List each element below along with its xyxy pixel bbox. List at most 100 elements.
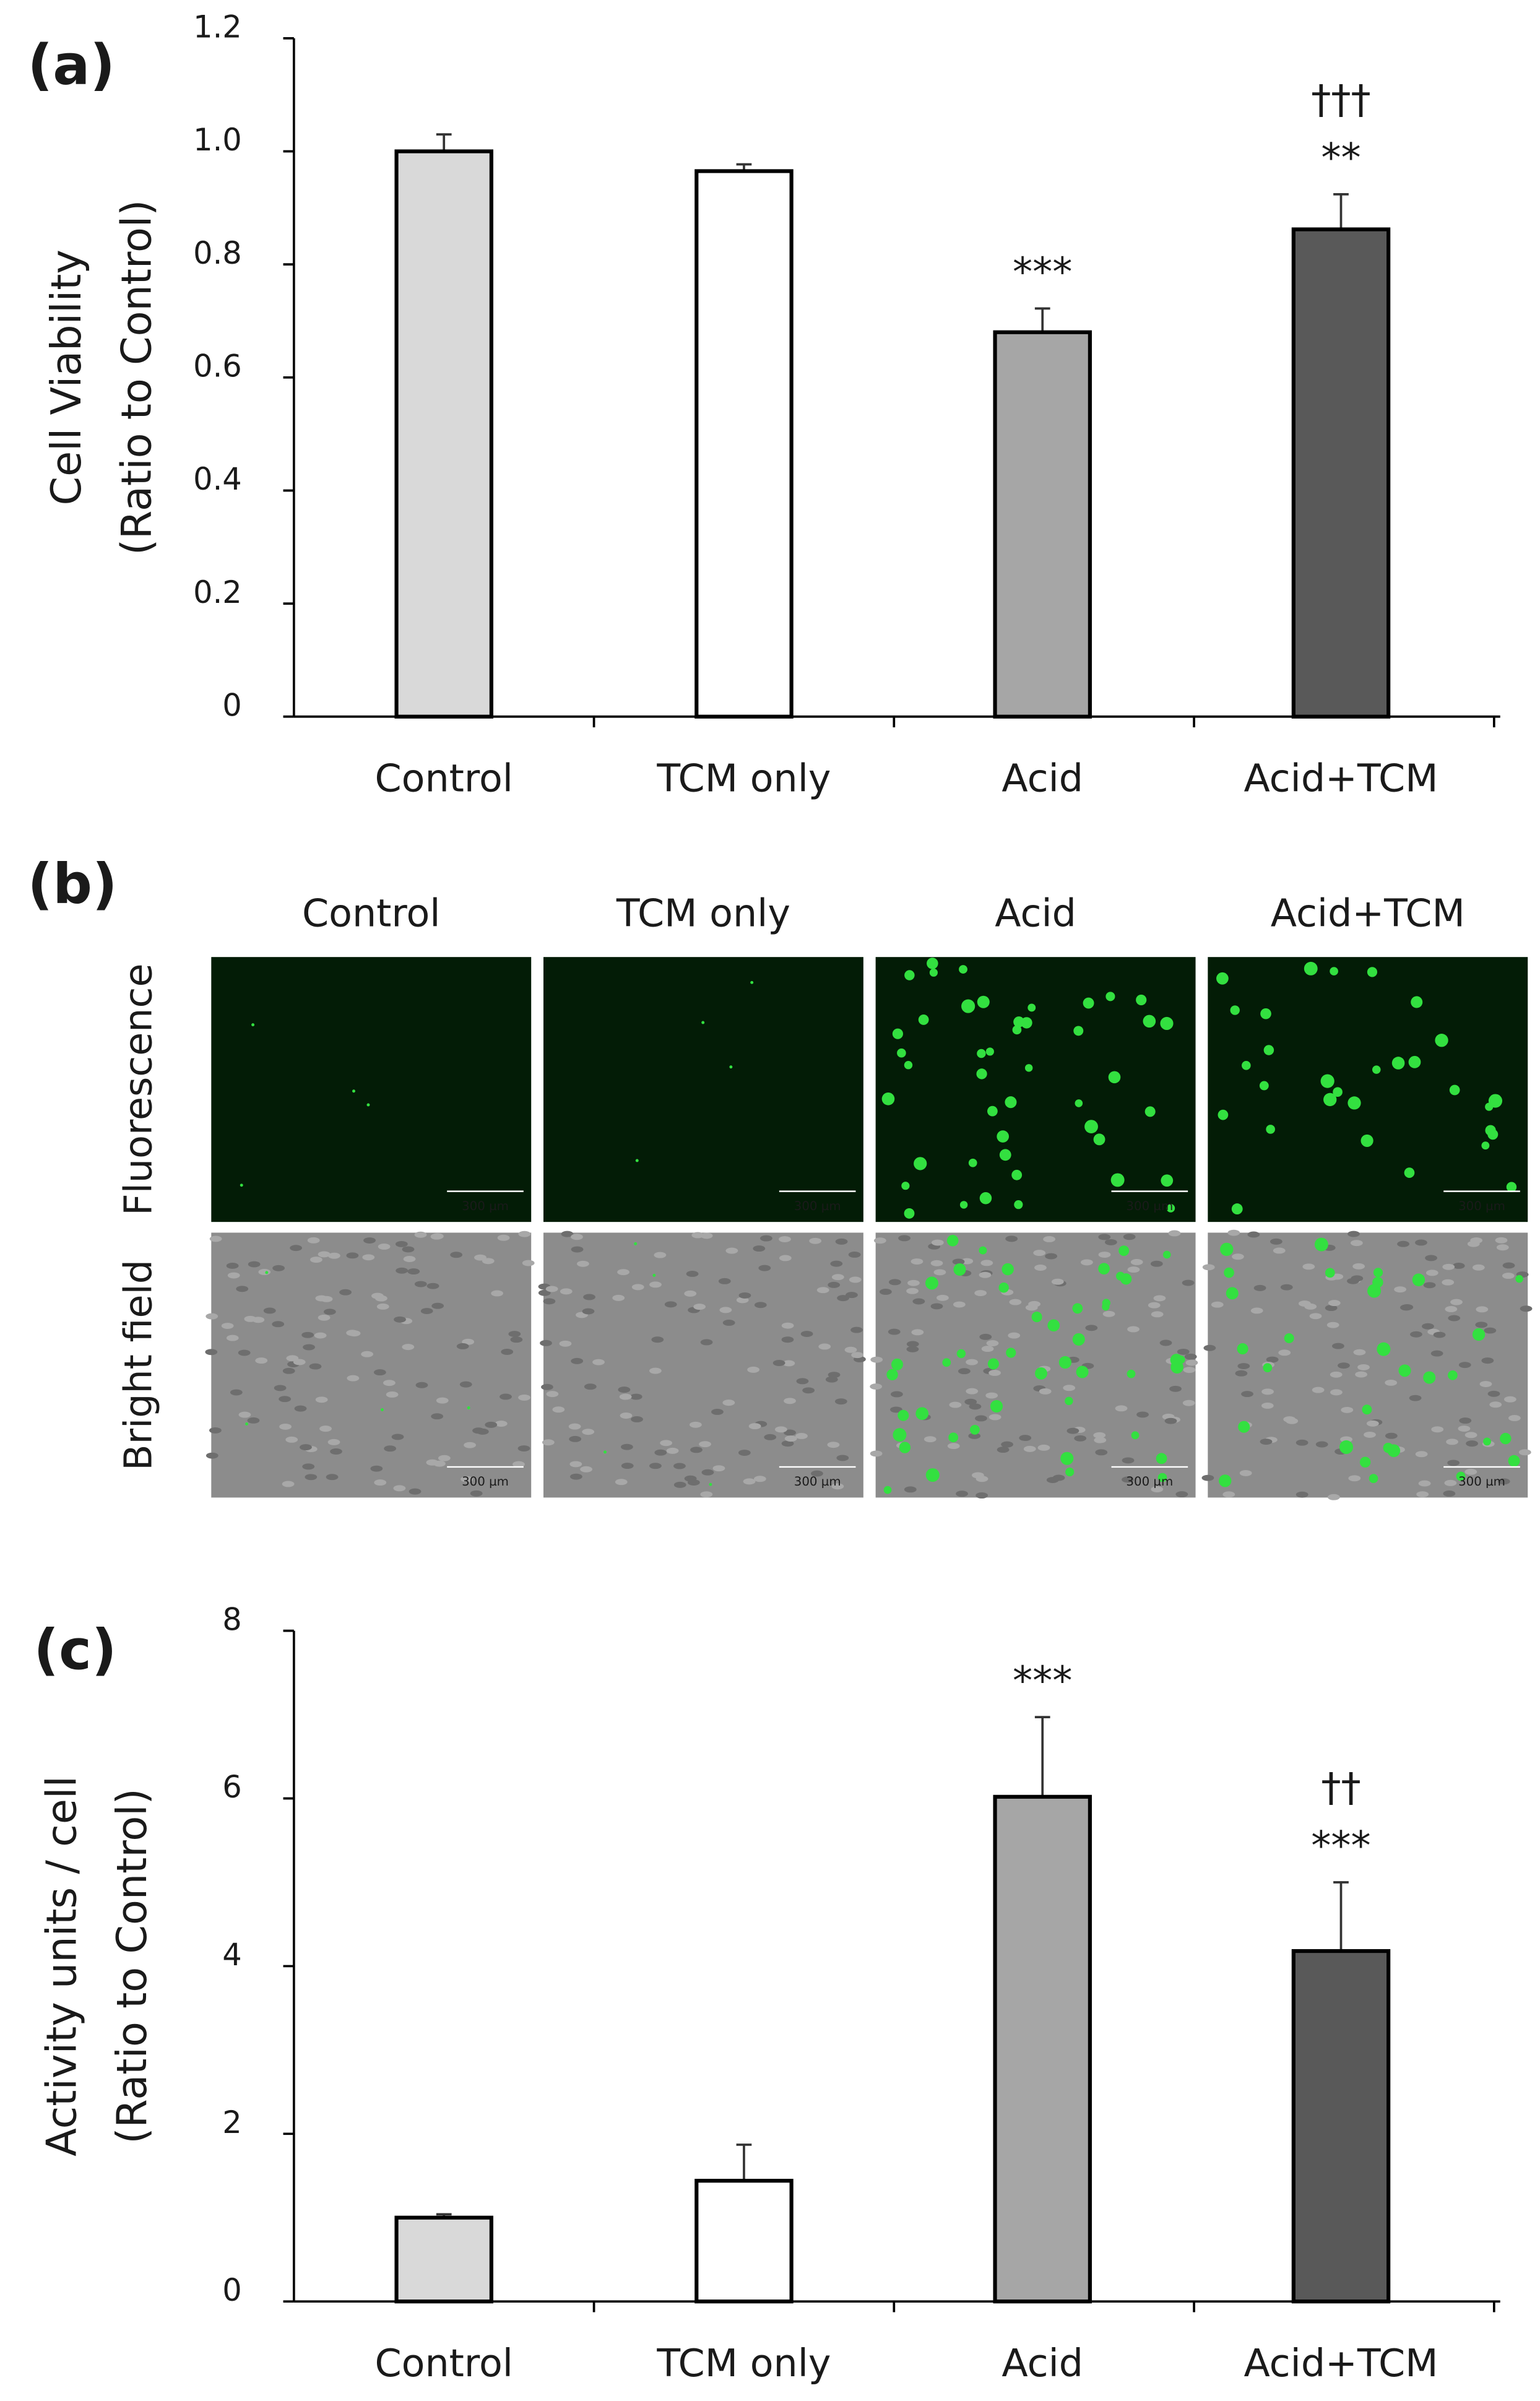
- cell: [1130, 1258, 1143, 1265]
- cell: [1278, 1349, 1291, 1356]
- cell: [911, 1258, 924, 1265]
- cell: [953, 1301, 966, 1308]
- cell: [495, 1421, 508, 1427]
- cell: [975, 1476, 988, 1482]
- cell: [1481, 1357, 1494, 1364]
- micrograph: [543, 957, 863, 1222]
- micrograph: [211, 1232, 532, 1498]
- fluorescent-cell: [990, 1400, 1003, 1413]
- cell: [1008, 1332, 1021, 1339]
- cell: [654, 1449, 667, 1456]
- fluorescent-cell: [1060, 1451, 1074, 1465]
- cell: [323, 1309, 336, 1315]
- cell: [580, 1466, 592, 1473]
- cell: [827, 1442, 840, 1448]
- cell: [1123, 1234, 1136, 1240]
- fluorescent-cell: [1012, 1025, 1022, 1035]
- cell: [247, 1417, 260, 1424]
- scale-bar-label: 300 µm: [1126, 1474, 1173, 1489]
- cell: [1443, 1490, 1456, 1497]
- cell: [1045, 1253, 1058, 1260]
- cell: [1348, 1475, 1361, 1482]
- cell: [1159, 1339, 1172, 1346]
- cell: [320, 1296, 333, 1302]
- fluorescent-cell: [1226, 1287, 1239, 1300]
- fluorescent-cell: [1408, 1055, 1421, 1068]
- fluorescent-cell: [953, 1263, 966, 1276]
- cell: [491, 1290, 504, 1297]
- fluorescent-cell: [1035, 1367, 1047, 1380]
- cell: [248, 1261, 261, 1268]
- cell: [1201, 1474, 1214, 1481]
- cell: [361, 1351, 374, 1357]
- fluorescent-cell: [977, 1049, 986, 1058]
- cell: [559, 1340, 572, 1347]
- cell: [1260, 1438, 1273, 1445]
- cell: [314, 1332, 327, 1339]
- fluorescent-cell: [1118, 1245, 1130, 1257]
- cell: [571, 1234, 583, 1240]
- cell: [985, 1392, 998, 1399]
- cell: [836, 1455, 849, 1461]
- y-axis-label: Cell Viability: [42, 249, 90, 505]
- cell: [327, 1438, 340, 1445]
- fluorescent-cell: [1481, 1141, 1490, 1150]
- fluorescent-cell: [1377, 1342, 1391, 1356]
- cell: [781, 1440, 794, 1447]
- cell: [1350, 1240, 1363, 1247]
- fluorescent-cell: [1076, 1365, 1089, 1378]
- cell: [309, 1363, 322, 1370]
- cell: [986, 1340, 999, 1347]
- fluorescent-cell: [959, 1201, 968, 1209]
- scale-bar-label: 300 µm: [794, 1199, 841, 1213]
- cell: [1484, 1327, 1497, 1334]
- cell: [1489, 1401, 1502, 1408]
- cell: [1253, 1284, 1266, 1291]
- cell: [307, 1237, 320, 1244]
- fluorescent-cell: [1263, 1363, 1273, 1373]
- cell: [285, 1436, 298, 1443]
- column-title: TCM only: [616, 891, 790, 935]
- cell: [272, 1321, 285, 1328]
- cell: [1340, 1436, 1352, 1443]
- cell: [1472, 1264, 1485, 1271]
- cell: [1266, 1356, 1279, 1363]
- fluorescent-cell: [1170, 1361, 1183, 1374]
- cell: [396, 1267, 409, 1274]
- fluorescent-cell: [893, 1428, 907, 1442]
- cell: [1261, 1388, 1274, 1395]
- fluorescent-cell: [1330, 967, 1338, 976]
- cell: [461, 1476, 474, 1482]
- significance-label: ***: [1013, 1658, 1072, 1704]
- cell: [618, 1387, 631, 1393]
- cell: [569, 1473, 582, 1480]
- fluorescent-cell: [1084, 1120, 1098, 1134]
- cell: [1353, 1349, 1366, 1356]
- cell: [1495, 1237, 1508, 1244]
- cell: [1487, 1390, 1500, 1397]
- cell: [474, 1254, 487, 1261]
- cell: [1296, 1491, 1309, 1498]
- cell: [546, 1391, 559, 1398]
- fluorescent-cell: [881, 1092, 895, 1105]
- cell: [1447, 1460, 1460, 1466]
- x-tick-label: Acid+TCM: [1244, 2341, 1438, 2386]
- cell: [699, 1441, 711, 1448]
- cell: [545, 1286, 558, 1292]
- cell: [1459, 1417, 1472, 1424]
- cell: [459, 1381, 472, 1388]
- fluorescent-cell: [467, 1406, 470, 1409]
- cell: [310, 1257, 322, 1263]
- cell: [738, 1292, 751, 1299]
- cell: [846, 1292, 858, 1299]
- cell: [263, 1307, 276, 1314]
- x-tick-label: Acid: [1001, 756, 1083, 801]
- cell: [966, 1359, 978, 1365]
- cell: [1148, 1302, 1161, 1309]
- cell: [621, 1463, 634, 1469]
- fluorescent-cell: [976, 1068, 987, 1079]
- micrograph: [211, 957, 532, 1222]
- cell: [374, 1479, 387, 1486]
- cell: [651, 1336, 664, 1343]
- cell: [816, 1287, 829, 1294]
